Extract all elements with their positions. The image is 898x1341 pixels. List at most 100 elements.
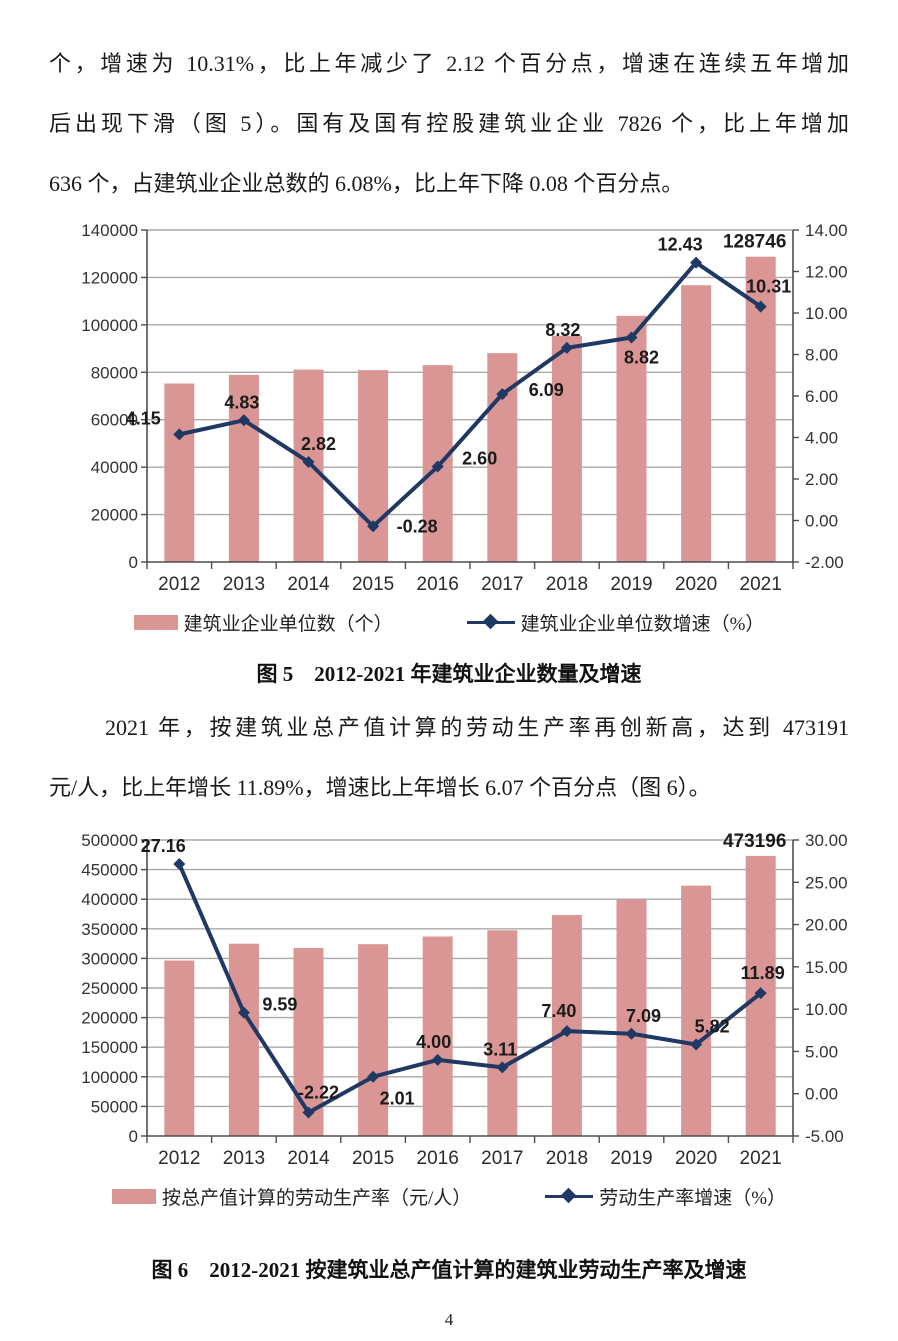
- figure5-legend: 建筑业企业单位数（个） 建筑业企业单位数增速（%）: [49, 606, 849, 638]
- bar-series-label: 按总产值计算的劳动生产率（元/人）: [161, 1187, 472, 1209]
- svg-text:473196: 473196: [723, 831, 786, 852]
- svg-text:-0.28: -0.28: [397, 516, 438, 536]
- svg-text:200000: 200000: [81, 1009, 138, 1028]
- svg-text:120000: 120000: [81, 268, 138, 287]
- svg-text:5.82: 5.82: [695, 1016, 730, 1036]
- page-number: 4: [444, 1310, 454, 1329]
- figure6-chart: 0 50000 100000 150000 200000 250000 300000 3500…: [55, 828, 849, 1180]
- svg-text:2015: 2015: [352, 1148, 394, 1169]
- legend-item-bar: 按总产值计算的劳动生产率（元/人）: [111, 1183, 472, 1210]
- line-series-label: 劳动生产率增速（%）: [599, 1187, 787, 1209]
- svg-text:2014: 2014: [287, 574, 330, 595]
- data-labels: 27.16 9.59 -2.22 2.01 4.00 3.11 7.40 7.09 5.82 11…: [141, 831, 787, 1109]
- legend-item-line: 劳动生产率增速（%）: [545, 1183, 786, 1210]
- svg-text:350000: 350000: [81, 920, 138, 939]
- x-axis-labels: 2012 2013 2014 2015 2016 2017 2018 2019 2020 2021: [146, 1136, 794, 1169]
- line-series-swatch: [466, 613, 515, 630]
- legend-item-bar: 建筑业企业单位数（个）: [133, 609, 393, 636]
- svg-text:128746: 128746: [723, 232, 786, 253]
- svg-text:4.15: 4.15: [126, 408, 161, 428]
- svg-text:400000: 400000: [81, 890, 138, 909]
- figure5-chart-svg: 0 20000 40000 60000 80000 100000 120000 140000 -…: [81, 221, 847, 595]
- svg-text:7.09: 7.09: [626, 1006, 661, 1026]
- svg-text:30.00: 30.00: [805, 831, 848, 850]
- figure6-legend: 按总产值计算的劳动生产率（元/人） 劳动生产率增速（%）: [49, 1180, 849, 1212]
- svg-text:40000: 40000: [91, 458, 138, 477]
- svg-text:0: 0: [129, 553, 138, 572]
- svg-text:2021: 2021: [740, 1148, 782, 1169]
- figure5-chart: 0 20000 40000 60000 80000 100000 120000 140000 -…: [55, 214, 849, 606]
- body-text-line: 2021 年，按建筑业总产值计算的劳动生产率再创新高，达到 473191: [105, 715, 849, 740]
- svg-text:-2.22: -2.22: [298, 1082, 339, 1102]
- svg-text:27.16: 27.16: [141, 836, 186, 856]
- bar-series: [164, 256, 776, 562]
- svg-text:2017: 2017: [481, 1148, 523, 1169]
- svg-text:2016: 2016: [417, 1148, 459, 1169]
- body-text-line: 元/人，比上年增长 11.89%，增速比上年增长 6.07 个百分点（图 6）。: [49, 775, 711, 800]
- svg-text:15.00: 15.00: [805, 958, 848, 977]
- svg-text:12.00: 12.00: [805, 263, 848, 282]
- svg-text:10.31: 10.31: [746, 277, 791, 297]
- svg-text:500000: 500000: [81, 831, 138, 850]
- svg-text:60000: 60000: [91, 411, 138, 430]
- svg-text:8.32: 8.32: [545, 320, 580, 340]
- svg-text:8.82: 8.82: [624, 347, 659, 367]
- growth-line: [173, 256, 767, 533]
- svg-text:0.00: 0.00: [805, 1085, 838, 1104]
- svg-text:100000: 100000: [81, 1068, 138, 1087]
- svg-text:2012: 2012: [158, 1148, 200, 1169]
- data-labels: 4.15 4.83 2.82 -0.28 2.60 6.09 8.32 8.82 12.43 10…: [126, 232, 791, 537]
- svg-text:2013: 2013: [223, 1148, 265, 1169]
- svg-text:7.40: 7.40: [541, 1001, 576, 1021]
- axes: 0 20000 40000 60000 80000 100000 120000 140000 -…: [81, 221, 847, 572]
- x-axis-labels: 2012 2013 2014 2015 2016 2017 2018 2019 2020 2021: [146, 562, 794, 595]
- body-text-line: 后出现下滑（图 5）。国有及国有控股建筑业企业 7826 个，比上年增加: [49, 111, 849, 136]
- svg-text:4.83: 4.83: [224, 392, 259, 412]
- svg-text:-2.00: -2.00: [805, 553, 844, 572]
- body-text-line: 636 个，占建筑业企业总数的 6.08%，比上年下降 0.08 个百分点。: [49, 171, 684, 196]
- svg-text:12.43: 12.43: [658, 235, 703, 255]
- svg-text:8.00: 8.00: [805, 346, 838, 365]
- svg-text:14.00: 14.00: [805, 221, 848, 240]
- svg-text:2020: 2020: [675, 574, 717, 595]
- svg-text:2017: 2017: [481, 574, 523, 595]
- svg-text:2018: 2018: [546, 1148, 588, 1169]
- svg-text:6.00: 6.00: [805, 387, 838, 406]
- svg-text:4.00: 4.00: [416, 1032, 451, 1052]
- svg-text:9.59: 9.59: [262, 995, 297, 1015]
- figure6-chart-svg: 0 50000 100000 150000 200000 250000 300000 3500…: [81, 831, 847, 1169]
- svg-text:2020: 2020: [675, 1148, 717, 1169]
- svg-text:450000: 450000: [81, 861, 138, 880]
- axes: 0 50000 100000 150000 200000 250000 300000 3500…: [81, 831, 847, 1146]
- svg-text:6.09: 6.09: [529, 380, 564, 400]
- bar-series-swatch: [111, 1188, 156, 1204]
- svg-text:300000: 300000: [81, 949, 138, 968]
- svg-text:-5.00: -5.00: [805, 1127, 844, 1146]
- svg-text:80000: 80000: [91, 363, 138, 382]
- svg-text:2.82: 2.82: [301, 434, 336, 454]
- growth-line: [173, 858, 767, 1119]
- svg-text:11.89: 11.89: [741, 963, 785, 983]
- bar-series-label: 建筑业企业单位数（个）: [183, 613, 393, 635]
- svg-text:2014: 2014: [287, 1148, 330, 1169]
- svg-text:100000: 100000: [81, 316, 138, 335]
- svg-text:2.00: 2.00: [805, 470, 838, 489]
- svg-text:5.00: 5.00: [805, 1042, 838, 1061]
- svg-text:140000: 140000: [81, 221, 138, 240]
- line-series-label: 建筑业企业单位数增速（%）: [520, 613, 765, 635]
- svg-text:4.00: 4.00: [805, 429, 838, 448]
- svg-text:2.60: 2.60: [462, 449, 497, 469]
- svg-text:250000: 250000: [81, 979, 138, 998]
- figure6-caption: 图 6 2012-2021 按建筑业总产值计算的建筑业劳动生产率及增速: [151, 1258, 747, 1282]
- bar-series-swatch: [133, 614, 178, 630]
- line-series-swatch: [545, 1187, 594, 1204]
- svg-text:50000: 50000: [91, 1097, 138, 1116]
- figure5-caption: 图 5 2012-2021 年建筑业企业数量及增速: [256, 662, 642, 686]
- svg-text:2016: 2016: [417, 574, 459, 595]
- svg-text:150000: 150000: [81, 1038, 138, 1057]
- svg-text:2021: 2021: [740, 574, 782, 595]
- svg-text:10.00: 10.00: [805, 1000, 848, 1019]
- svg-text:2019: 2019: [610, 574, 652, 595]
- svg-text:0.00: 0.00: [805, 512, 838, 531]
